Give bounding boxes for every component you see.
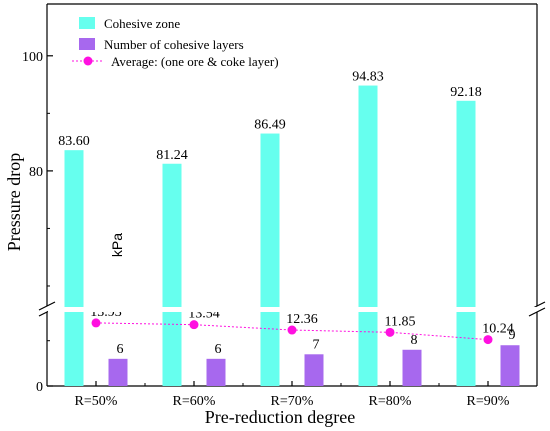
data-label-cohesive-layers: 6 [215,342,222,357]
data-label-average: 10.24 [482,322,514,337]
legend-swatch-cohesive-zone [79,17,95,29]
data-label-cohesive-layers: 9 [509,328,516,343]
axis-break-gap [48,307,536,312]
y-tick-label-80: 80 [29,165,43,180]
x-tick-label: R=70% [271,394,314,409]
axis-break-mark-right [528,307,546,317]
legend-swatch-cohesive-layers [79,38,95,50]
x-tick-label: R=80% [369,394,412,409]
chart-marks [48,85,536,386]
bar-cohesive-layers [304,354,324,386]
legend: Cohesive zone Number of cohesive layers … [72,16,279,69]
x-tick-label: R=90% [467,394,510,409]
x-tick-label: R=60% [173,394,216,409]
data-label-cohesive-layers: 6 [117,342,124,357]
bar-cohesive-layers [402,349,422,386]
point-average [385,327,395,337]
legend-marker-average [83,56,93,66]
point-average [189,320,199,330]
unit-label: kPa [109,233,125,257]
plot-frame [38,3,546,387]
point-average [483,335,493,345]
y-tick-label-100: 100 [22,50,43,65]
y-axis-title: Pressure drop [4,153,24,251]
bar-cohesive-layers [108,358,128,386]
axis-break-mark-left [38,301,56,311]
bar-cohesive-zone [260,133,280,386]
data-label-cohesive-zone: 81.24 [156,148,188,163]
y-tick-label-0: 0 [36,380,43,395]
data-label-cohesive-zone: 83.60 [58,134,90,149]
legend-label-cohesive-layers: Number of cohesive layers [104,37,244,52]
x-axis-title: Pre-reduction degree [205,407,355,427]
data-label-cohesive-zone: 92.18 [450,85,482,100]
bar-cohesive-zone [162,163,182,386]
legend-label-average: Average: (one ore & coke layer) [111,54,279,69]
data-label-average: 11.85 [385,314,416,329]
x-tick-label: R=50% [75,394,118,409]
data-label-cohesive-layers: 7 [313,337,320,352]
bar-cohesive-layers [206,358,226,386]
data-label-cohesive-zone: 94.83 [352,70,384,85]
data-label-average: 12.36 [286,312,318,327]
data-label-cohesive-zone: 86.49 [254,118,286,133]
point-average [287,325,297,335]
bar-cohesive-zone [358,85,378,386]
bar-cohesive-zone [64,150,84,386]
legend-label-cohesive-zone: Cohesive zone [104,16,180,31]
data-label-cohesive-layers: 8 [411,333,418,348]
point-average [91,318,101,328]
bar-cohesive-layers [500,345,520,386]
bar-cohesive-zone [456,100,476,386]
